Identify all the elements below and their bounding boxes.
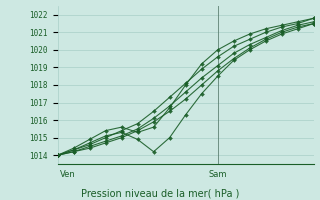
Text: Ven: Ven xyxy=(60,170,76,179)
Text: Sam: Sam xyxy=(208,170,227,179)
Text: Pression niveau de la mer( hPa ): Pression niveau de la mer( hPa ) xyxy=(81,188,239,198)
